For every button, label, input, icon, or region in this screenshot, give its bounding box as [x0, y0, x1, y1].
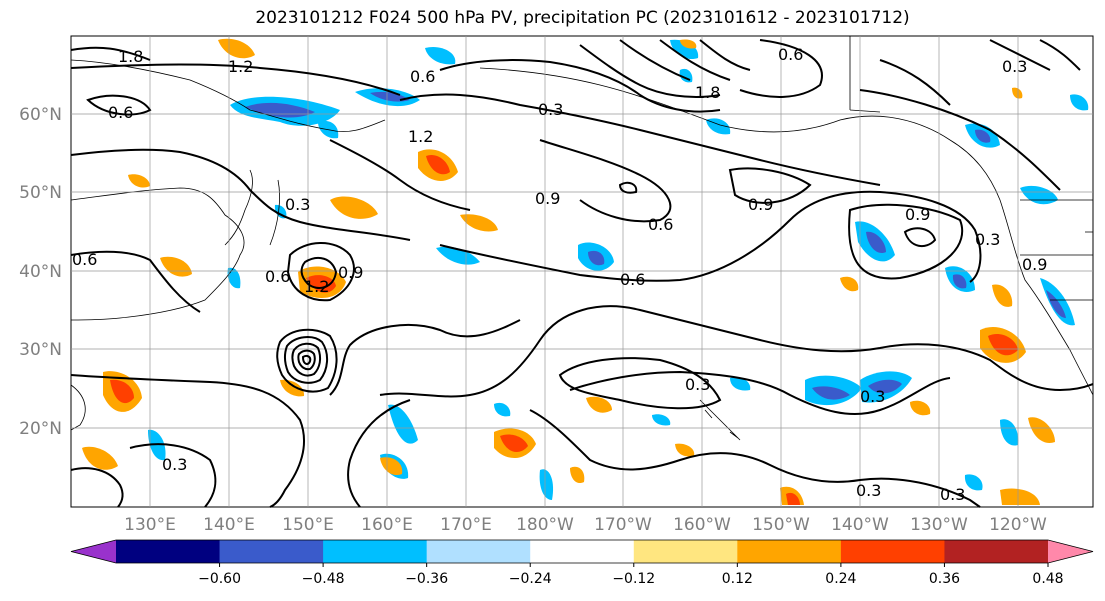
lat-label-30n: 30°N — [19, 340, 62, 360]
colorbar-tick-label: 0.48 — [1032, 571, 1063, 587]
contour-label: 1.8 — [695, 83, 720, 102]
colorbar-arrow-high — [1048, 540, 1093, 563]
lon-label: 170°W — [594, 515, 652, 535]
colorbar: −0.60 −0.48 −0.36 −0.24 −0.12 0.12 0.24 0.36 0.4… — [70, 539, 1094, 587]
contour-label: 0.3 — [860, 387, 885, 406]
contour-label: 0.3 — [975, 230, 1000, 249]
contour-label: 0.6 — [265, 267, 290, 286]
contour-label: 0.6 — [72, 250, 97, 269]
contour-label: 0.3 — [685, 375, 710, 394]
colorbar-segment — [219, 540, 324, 563]
colorbar-tick-label: −0.36 — [405, 571, 448, 587]
map-panel: 1.8 1.2 0.6 0.3 0.6 0.3 1.2 1.8 0.6 0.3 … — [70, 35, 1094, 508]
lon-label: 130°W — [910, 515, 968, 535]
contour-label: 0.9 — [905, 205, 930, 224]
latitude-labels: 60°N 50°N 40°N 30°N 20°N — [19, 105, 62, 439]
colorbar-tick-label: −0.48 — [302, 571, 345, 587]
lat-label-40n: 40°N — [19, 262, 62, 282]
contour-label: 0.3 — [1002, 57, 1027, 76]
contour-label: 0.3 — [940, 485, 965, 504]
coastlines — [70, 36, 1094, 441]
contour-label: 0.6 — [648, 215, 673, 234]
lon-label: 160°E — [361, 515, 413, 535]
colorbar-arrow-low — [71, 540, 116, 563]
lon-label: 180°W — [516, 515, 574, 535]
contour-label: 0.6 — [108, 103, 133, 122]
precip-shading — [82, 38, 1089, 505]
contour-label: 0.9 — [1022, 255, 1047, 274]
contour-label: 1.2 — [304, 277, 329, 296]
colorbar-tick-label: −0.60 — [198, 571, 241, 587]
colorbar-tick-label: 0.36 — [929, 571, 960, 587]
colorbar-tick-label: 0.12 — [722, 571, 753, 587]
lon-label: 140°E — [203, 515, 255, 535]
contour-label: 0.9 — [535, 189, 560, 208]
lon-label: 120°W — [989, 515, 1047, 535]
longitude-labels: 130°E 140°E 150°E 160°E 170°E 180°W 170°… — [124, 515, 1047, 535]
colorbar-outline — [70, 539, 1094, 564]
contour-label: 0.6 — [620, 270, 645, 289]
colorbar-segment — [323, 540, 428, 563]
contour-label: 0.6 — [410, 67, 435, 86]
colorbar-segment — [530, 540, 635, 563]
colorbar-segment — [840, 540, 945, 563]
lat-label-50n: 50°N — [19, 183, 62, 203]
colorbar-segment — [633, 540, 738, 563]
contour-label: 1.2 — [408, 127, 433, 146]
colorbar-segment — [737, 540, 842, 563]
contour-label: 1.2 — [228, 57, 253, 76]
colorbar-segment — [116, 540, 221, 563]
contour-label: 1.8 — [118, 47, 143, 66]
colorbar-tick-label: −0.24 — [509, 571, 552, 587]
lat-label-20n: 20°N — [19, 419, 62, 439]
colorbar-segment — [944, 540, 1049, 563]
colorbar-segment — [426, 540, 531, 563]
lon-label: 160°W — [673, 515, 731, 535]
pv-contour-labels: 1.8 1.2 0.6 0.3 0.6 0.3 1.2 1.8 0.6 0.3 … — [72, 45, 1047, 504]
contour-label: 0.9 — [748, 195, 773, 214]
lon-label: 150°E — [282, 515, 334, 535]
lat-label-60n: 60°N — [19, 105, 62, 125]
colorbar-tick-label: −0.12 — [612, 571, 655, 587]
lon-label: 140°W — [831, 515, 889, 535]
lon-label: 150°W — [752, 515, 810, 535]
contour-label: 0.6 — [778, 45, 803, 64]
lon-label: 170°E — [440, 515, 492, 535]
contour-label: 0.3 — [856, 481, 881, 500]
map-title: 2023101212 F024 500 hPa PV, precipitatio… — [255, 8, 910, 28]
graticule — [71, 36, 1093, 507]
colorbar-tick-label: 0.24 — [825, 571, 856, 587]
contour-label: 0.3 — [538, 100, 563, 119]
contour-label: 0.9 — [338, 263, 363, 282]
contour-label: 0.3 — [162, 455, 187, 474]
contour-label: 0.3 — [285, 195, 310, 214]
pv-contours — [70, 39, 1094, 508]
lon-label: 130°E — [124, 515, 176, 535]
